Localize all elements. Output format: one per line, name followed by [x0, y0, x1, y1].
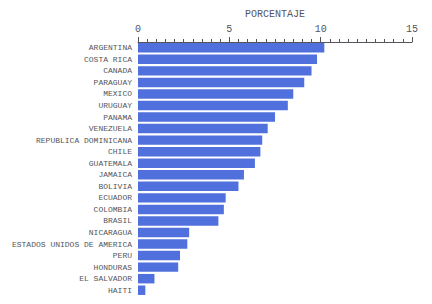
svg-text:10: 10: [315, 24, 327, 35]
svg-text:COLOMBIA: COLOMBIA: [94, 205, 133, 214]
svg-text:REPUBLICA DOMINICANA: REPUBLICA DOMINICANA: [36, 136, 132, 145]
svg-text:ARGENTINA: ARGENTINA: [89, 43, 132, 52]
svg-text:VENEZUELA: VENEZUELA: [89, 124, 132, 133]
svg-text:GUATEMALA: GUATEMALA: [89, 159, 132, 168]
svg-text:ESTADOS UNIDOS DE AMERICA: ESTADOS UNIDOS DE AMERICA: [12, 240, 132, 249]
svg-text:NICARAGUA: NICARAGUA: [89, 228, 132, 237]
svg-text:CHILE: CHILE: [108, 147, 132, 156]
svg-text:BOLIVIA: BOLIVIA: [98, 182, 132, 191]
svg-text:PANAMA: PANAMA: [103, 113, 132, 122]
svg-text:HONDURAS: HONDURAS: [94, 263, 133, 272]
svg-text:5: 5: [226, 24, 232, 35]
svg-text:COSTA RICA: COSTA RICA: [84, 55, 132, 64]
svg-text:HAITI: HAITI: [108, 286, 132, 295]
svg-text:EL SALVADOR: EL SALVADOR: [79, 274, 132, 283]
svg-text:PORCENTAJE: PORCENTAJE: [245, 9, 305, 20]
svg-text:JAMAICA: JAMAICA: [98, 170, 132, 179]
svg-text:MEXICO: MEXICO: [103, 89, 132, 98]
svg-text:URUGUAY: URUGUAY: [98, 101, 132, 110]
svg-text:CANADA: CANADA: [103, 66, 132, 75]
svg-text:PERU: PERU: [113, 251, 132, 260]
svg-text:ECUADOR: ECUADOR: [98, 193, 132, 202]
svg-text:0: 0: [135, 24, 141, 35]
svg-text:PARAGUAY: PARAGUAY: [94, 78, 133, 87]
svg-text:BRASIL: BRASIL: [103, 216, 132, 225]
svg-text:15: 15: [406, 24, 418, 35]
